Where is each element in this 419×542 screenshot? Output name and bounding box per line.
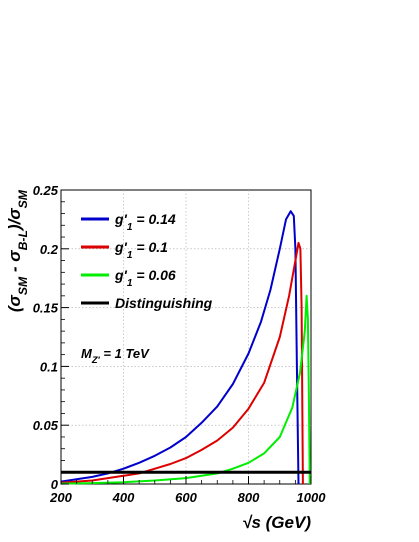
series-line-2 — [60, 294, 311, 485]
legend-label-3: Distinguishing — [115, 295, 213, 311]
x-tick-label: 200 — [49, 490, 72, 505]
x-tick-label: 600 — [175, 490, 197, 505]
y-tick-label: 0.25 — [33, 183, 59, 198]
series-lines — [60, 210, 311, 485]
x-tick-label: 800 — [238, 490, 260, 505]
y-tick-label: 0.2 — [40, 242, 59, 257]
y-tick-label: 0.1 — [40, 359, 58, 374]
legend: g'1 = 0.14g'1 = 0.1g'1 = 0.06Distinguish… — [81, 211, 213, 311]
mass-annotation: MZ' = 1 TeV — [81, 346, 150, 365]
y-tick-label: 0.15 — [33, 301, 59, 316]
legend-label-1: g'1 = 0.1 — [114, 239, 168, 261]
y-tick-label: 0 — [51, 477, 59, 492]
y-axis-title: (σSM - σB-L)/σSM — [5, 189, 30, 312]
y-tick-label: 0.05 — [33, 418, 59, 433]
x-axis-title: √s (GeV) — [242, 513, 311, 532]
series-line-0 — [60, 210, 300, 485]
x-tick-label: 400 — [112, 490, 135, 505]
tick-labels: 200 400 600 800 1000 0 0.05 0.1 0.15 0.2 0.25 — [33, 183, 327, 505]
series-line-1 — [60, 241, 304, 485]
grid — [61, 190, 311, 484]
x-tick-label: 1000 — [297, 490, 327, 505]
